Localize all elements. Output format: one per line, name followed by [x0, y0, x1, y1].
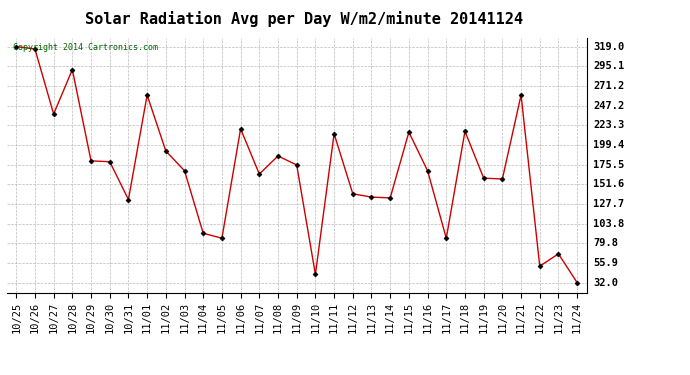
Text: 223.3: 223.3: [593, 120, 624, 130]
Text: 175.5: 175.5: [593, 160, 624, 170]
Text: Radiation (W/m2/Minute): Radiation (W/m2/Minute): [421, 12, 545, 20]
Text: 271.2: 271.2: [593, 81, 624, 91]
Text: 199.4: 199.4: [593, 140, 624, 150]
Text: 295.1: 295.1: [593, 61, 624, 71]
Text: 79.8: 79.8: [593, 238, 618, 248]
Text: 151.6: 151.6: [593, 179, 624, 189]
Text: Copyright 2014 Cartronics.com: Copyright 2014 Cartronics.com: [12, 43, 158, 52]
Text: 32.0: 32.0: [593, 278, 618, 288]
Text: 127.7: 127.7: [593, 199, 624, 209]
Text: 247.2: 247.2: [593, 100, 624, 111]
Text: 103.8: 103.8: [593, 219, 624, 229]
Text: 319.0: 319.0: [593, 42, 624, 51]
Text: 55.9: 55.9: [593, 258, 618, 268]
Text: Solar Radiation Avg per Day W/m2/minute 20141124: Solar Radiation Avg per Day W/m2/minute …: [85, 11, 522, 27]
